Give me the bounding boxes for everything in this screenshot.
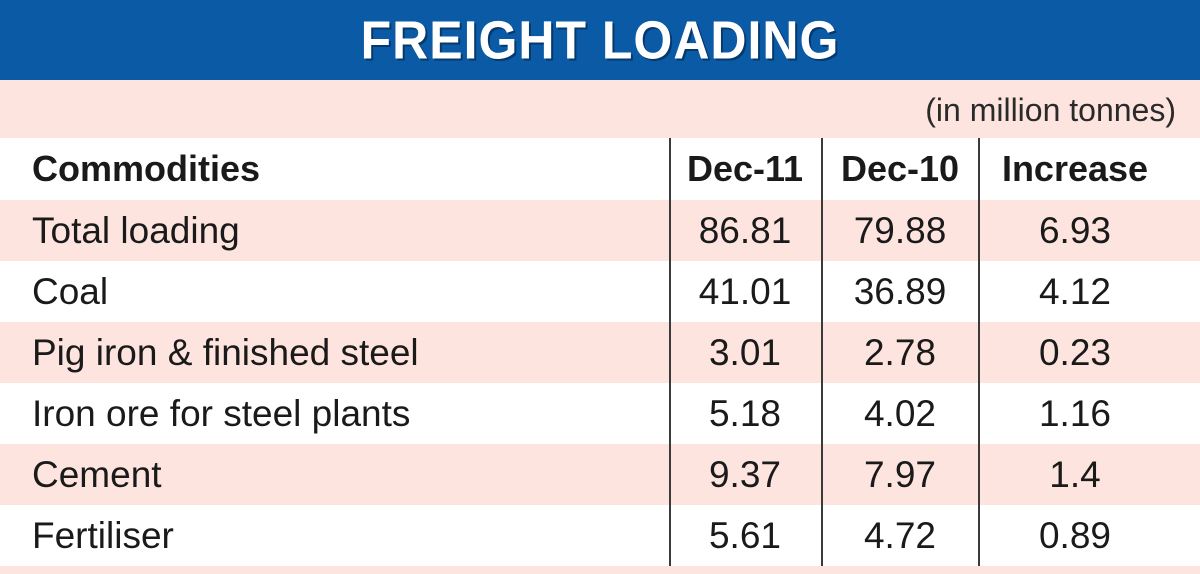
dec-10-cell: 4.02 xyxy=(863,392,936,434)
increase-cell: 0.89 xyxy=(1038,514,1111,556)
table-row: Cement 9.37 7.97 1.4 xyxy=(0,444,1200,505)
table-title: FREIGHT LOADING xyxy=(360,9,840,71)
table-row: Total loading 86.81 79.88 6.93 xyxy=(0,200,1200,261)
unit-note: (in million tonnes) xyxy=(925,92,1176,128)
column-divider-2 xyxy=(821,138,823,574)
dec-11-cell: 9.37 xyxy=(708,453,781,495)
commodity-cell: Cement xyxy=(32,453,162,495)
increase-cell: 6.93 xyxy=(1038,209,1111,251)
dec-11-cell: 3.01 xyxy=(708,331,781,373)
dec-11-cell: 5.61 xyxy=(708,514,781,556)
increase-cell: 1.16 xyxy=(1038,392,1111,434)
dec-11-cell: 5.18 xyxy=(708,392,781,434)
increase-cell: 4.12 xyxy=(1038,270,1111,312)
increase-cell: 0.23 xyxy=(1038,331,1111,373)
commodity-cell: Iron ore for steel plants xyxy=(32,392,411,434)
dec-11-cell: 41.01 xyxy=(698,270,792,312)
column-divider-1 xyxy=(669,138,671,574)
table-row: Pig iron & finished steel 3.01 2.78 0.23 xyxy=(0,322,1200,383)
increase-cell: 1.4 xyxy=(1049,453,1101,495)
dec-10-cell: 7.97 xyxy=(863,453,936,495)
header-dec-10: Dec-10 xyxy=(840,148,960,189)
dec-10-cell: 79.88 xyxy=(853,209,947,251)
table-row: Fertiliser 5.61 4.72 0.89 xyxy=(0,505,1200,566)
commodity-cell: Coal xyxy=(32,270,109,312)
unit-row: (in million tonnes) xyxy=(0,80,1200,138)
commodity-cell: Total loading xyxy=(32,209,240,251)
table-row: Iron ore for steel plants 5.18 4.02 1.16 xyxy=(0,383,1200,444)
bottom-band xyxy=(0,566,1200,574)
header-commodities: Commodities xyxy=(32,148,261,189)
title-banner: FREIGHT LOADING xyxy=(0,0,1200,80)
header-increase: Increase xyxy=(1001,148,1149,189)
dec-10-cell: 2.78 xyxy=(863,331,936,373)
commodity-cell: Pig iron & finished steel xyxy=(32,331,419,373)
table-header-row: Commodities Dec-11 Dec-10 Increase xyxy=(0,138,1200,200)
header-dec-11: Dec-11 xyxy=(686,148,804,189)
commodity-cell: Fertiliser xyxy=(32,514,174,556)
column-divider-3 xyxy=(978,138,980,574)
dec-10-cell: 36.89 xyxy=(853,270,947,312)
table-row: Coal 41.01 36.89 4.12 xyxy=(0,261,1200,322)
dec-11-cell: 86.81 xyxy=(698,209,792,251)
dec-10-cell: 4.72 xyxy=(863,514,936,556)
